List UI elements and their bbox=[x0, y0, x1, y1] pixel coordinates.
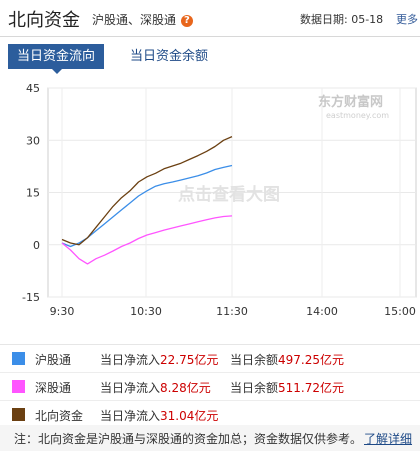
page-title: 北向资金 bbox=[8, 10, 80, 31]
balance-label: 当日余额 bbox=[230, 381, 279, 395]
legend-inflow: 当日净流入8.28亿元 bbox=[100, 379, 211, 396]
legend-swatch bbox=[12, 352, 25, 365]
legend-name: 北向资金 bbox=[35, 409, 84, 423]
series-line bbox=[61, 215, 233, 265]
legend-inflow: 当日净流入31.04亿元 bbox=[100, 407, 218, 424]
link-sgt[interactable]: 深股通 bbox=[140, 13, 177, 27]
y-tick-label: 15 bbox=[26, 187, 40, 200]
x-tick-label: 10:30 bbox=[130, 305, 162, 318]
more-link[interactable]: 更多 bbox=[396, 13, 418, 26]
date-display: 数据日期: 05-18 bbox=[300, 11, 383, 27]
y-tick-label: 45 bbox=[26, 82, 40, 95]
inflow-value: 22.75亿元 bbox=[160, 353, 219, 367]
tab-daily-flow[interactable]: 当日资金流向 bbox=[8, 44, 104, 69]
x-tick-label: 14:00 bbox=[306, 305, 338, 318]
brand-watermark: 东方财富网 bbox=[318, 94, 383, 110]
balance-label: 当日余额 bbox=[230, 353, 279, 367]
date-label: 数据日期: bbox=[300, 13, 348, 26]
inflow-value: 8.28亿元 bbox=[160, 381, 211, 395]
y-tick-label: 30 bbox=[26, 134, 40, 147]
inflow-label: 当日净流入 bbox=[100, 381, 161, 395]
separator: 、 bbox=[128, 13, 141, 27]
balance-value: 497.25亿元 bbox=[278, 353, 345, 367]
legend-name: 沪股通 bbox=[35, 353, 72, 367]
brand-watermark-sub: eastmoney.com bbox=[326, 111, 389, 120]
link-hgt[interactable]: 沪股通 bbox=[92, 13, 129, 27]
x-tick-label: 15:00 bbox=[384, 305, 416, 318]
x-axis-ticks: 9:30 10:30 11:30 14:00 15:00 bbox=[50, 305, 416, 318]
legend-row-sgt: 深股通 当日净流入8.28亿元 当日余额511.72亿元 bbox=[0, 373, 420, 401]
inflow-label: 当日净流入 bbox=[100, 353, 161, 367]
legend-inflow: 当日净流入22.75亿元 bbox=[100, 351, 218, 368]
legend-swatch bbox=[12, 380, 25, 393]
y-tick-label: 0 bbox=[33, 239, 40, 252]
watermark: 东方财富网 eastmoney.com 点击查看大图 bbox=[178, 94, 389, 205]
tab-daily-balance[interactable]: 当日资金余额 bbox=[130, 49, 209, 64]
series-line bbox=[61, 136, 233, 246]
legend: 沪股通 当日净流入22.75亿元 当日余额497.25亿元 深股通 当日净流入8… bbox=[0, 344, 420, 429]
series-line bbox=[61, 164, 233, 248]
legend-balance: 当日余额497.25亿元 bbox=[230, 351, 344, 368]
legend-row-north: 北向资金 当日净流入31.04亿元 bbox=[0, 401, 420, 428]
series-lines bbox=[61, 136, 233, 265]
learn-more-link[interactable]: 了解详细 bbox=[364, 432, 413, 446]
click-to-enlarge-watermark: 点击查看大图 bbox=[178, 184, 280, 205]
active-tab-caret bbox=[52, 69, 62, 74]
y-axis-ticks: 45 30 15 0 -15 bbox=[22, 82, 40, 304]
flow-chart[interactable]: 东方财富网 eastmoney.com 点击查看大图 45 30 15 0 -15 9:… bbox=[0, 78, 420, 328]
balance-value: 511.72亿元 bbox=[278, 381, 345, 395]
inflow-label: 当日净流入 bbox=[100, 409, 161, 423]
header: 北向资金 沪股通、深股通 ? 数据日期: 05-18 更多 bbox=[0, 0, 420, 37]
question-icon[interactable]: ? bbox=[180, 15, 193, 27]
inflow-value: 31.04亿元 bbox=[160, 409, 219, 423]
x-tick-label: 9:30 bbox=[50, 305, 75, 318]
legend-swatch bbox=[12, 408, 25, 421]
legend-row-hgt: 沪股通 当日净流入22.75亿元 当日余额497.25亿元 bbox=[0, 345, 420, 373]
y-tick-label: -15 bbox=[22, 291, 40, 304]
x-tick-label: 11:30 bbox=[216, 305, 248, 318]
sub-links: 沪股通、深股通 ? bbox=[92, 11, 193, 28]
footnote-text: 注：北向资金是沪股通与深股通的资金加总；资金数据仅供参考。 bbox=[14, 432, 363, 446]
date-value: 05-18 bbox=[351, 13, 384, 26]
chart-grid bbox=[47, 87, 417, 298]
footnote: 注：北向资金是沪股通与深股通的资金加总；资金数据仅供参考。 了解详细 bbox=[0, 425, 420, 451]
legend-name: 深股通 bbox=[35, 381, 72, 395]
legend-balance: 当日余额511.72亿元 bbox=[230, 379, 344, 396]
